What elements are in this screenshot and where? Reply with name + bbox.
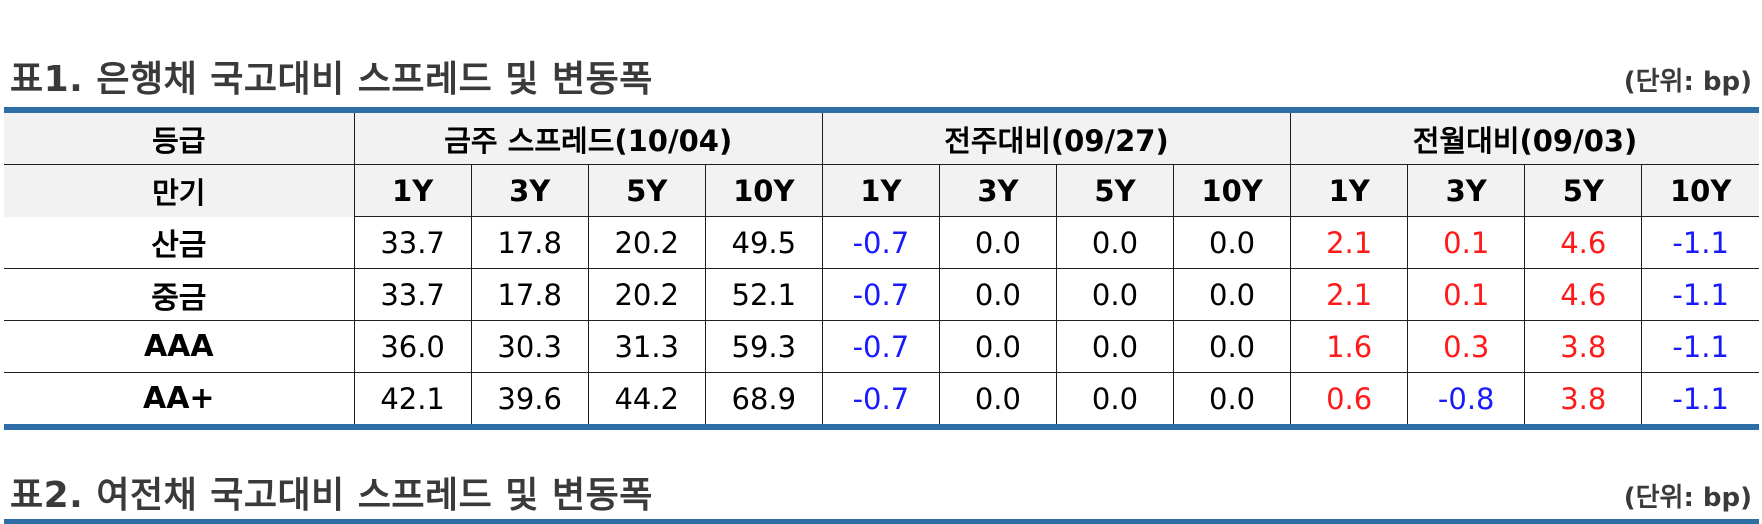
table-cell: 0.0 [1173,372,1292,424]
table-cell: 0.0 [1173,216,1292,269]
maturity-col: 1Y [821,164,940,217]
table-cell: 39.6 [470,372,589,424]
table-cell: 30.3 [470,320,589,373]
table-cell: 49.5 [704,216,823,269]
maturity-col: 10Y [704,164,823,217]
table-cell: 68.9 [704,372,823,424]
table-cell: -0.7 [821,372,940,424]
table-cell: 3.8 [1524,320,1643,373]
table2-title: 표2. 여전채 국고대비 스프레드 및 변동폭 [10,475,653,516]
table-cell: 4.6 [1524,268,1643,321]
row-grade: AA+ [4,372,355,424]
table-cell: 0.0 [1055,372,1175,424]
table-cell: 0.0 [938,372,1057,424]
group-header-week: 전주대비(09/27) [821,113,1292,165]
table-cell: 20.2 [587,268,706,321]
maturity-col: 1Y [353,164,472,217]
table-cell: 33.7 [353,216,472,269]
maturity-col: 1Y [1290,164,1409,217]
maturity-col: 5Y [587,164,706,217]
table-cell: 17.8 [470,268,589,321]
table1-unit: (단위: bp) [1623,67,1752,97]
table-cell: 42.1 [353,372,472,424]
table2-title-row: 표2. 여전채 국고대비 스프레드 및 변동폭 (단위: bp) [10,472,1752,518]
group-header-current: 금주 스프레드(10/04) [353,113,823,165]
maturity-header-row: 만기 1Y 3Y 5Y 10Y 1Y 3Y 5Y 10Y 1Y 3Y 5Y 10… [4,164,1759,217]
table-cell: 0.0 [1055,216,1175,269]
table-cell: 0.0 [938,320,1057,373]
spread-table: 등급 금주 스프레드(10/04) 전주대비(09/27) 전월대비(09/03… [4,113,1759,424]
table-cell: 0.3 [1407,320,1526,373]
maturity-col: 3Y [470,164,589,217]
table-cell: 0.6 [1290,372,1409,424]
table-cell: 0.0 [1173,320,1292,373]
table-cell: 0.0 [1055,268,1175,321]
table-cell: 2.1 [1290,268,1409,321]
table-cell: 17.8 [470,216,589,269]
table-row: 산금 33.7 17.8 20.2 49.5 -0.7 0.0 0.0 0.0 … [4,216,1759,269]
table-cell: -0.7 [821,216,940,269]
table-cell: 0.1 [1407,216,1526,269]
maturity-col: 3Y [1407,164,1526,217]
table-cell: 0.0 [1173,268,1292,321]
group-header-month: 전월대비(09/03) [1290,113,1759,165]
maturity-header: 만기 [4,164,355,217]
table1-title-row: 표1. 은행채 국고대비 스프레드 및 변동폭 (단위: bp) [10,56,1752,102]
table2-top-rule [4,519,1759,524]
table-cell: 59.3 [704,320,823,373]
table-cell: -1.1 [1641,216,1759,269]
table-row: AA+ 42.1 39.6 44.2 68.9 -0.7 0.0 0.0 0.0… [4,372,1759,424]
table1-container: 등급 금주 스프레드(10/04) 전주대비(09/27) 전월대비(09/03… [4,107,1759,430]
table-cell: -0.7 [821,268,940,321]
maturity-col: 3Y [938,164,1057,217]
row-grade: 중금 [4,268,355,321]
table-row: AAA 36.0 30.3 31.3 59.3 -0.7 0.0 0.0 0.0… [4,320,1759,373]
maturity-col: 10Y [1641,164,1759,217]
table-cell: 31.3 [587,320,706,373]
table1-title: 표1. 은행채 국고대비 스프레드 및 변동폭 [10,59,653,100]
table-cell: 44.2 [587,372,706,424]
group-header-row: 등급 금주 스프레드(10/04) 전주대비(09/27) 전월대비(09/03… [4,113,1759,165]
table-cell: 2.1 [1290,216,1409,269]
table-cell: -0.8 [1407,372,1526,424]
row-grade: 산금 [4,216,355,269]
table-row: 중금 33.7 17.8 20.2 52.1 -0.7 0.0 0.0 0.0 … [4,268,1759,321]
table-cell: 3.8 [1524,372,1643,424]
table-cell: 52.1 [704,268,823,321]
table-cell: 4.6 [1524,216,1643,269]
table-cell: -1.1 [1641,320,1759,373]
maturity-col: 5Y [1055,164,1175,217]
table-cell: -0.7 [821,320,940,373]
table-cell: 0.0 [1055,320,1175,373]
maturity-col: 10Y [1173,164,1292,217]
table-cell: -1.1 [1641,268,1759,321]
table-cell: -1.1 [1641,372,1759,424]
table-cell: 0.0 [938,268,1057,321]
maturity-col: 5Y [1524,164,1643,217]
table-cell: 0.1 [1407,268,1526,321]
grade-header: 등급 [4,113,355,165]
table-cell: 36.0 [353,320,472,373]
table-cell: 1.6 [1290,320,1409,373]
table2-unit: (단위: bp) [1623,483,1752,513]
table-cell: 0.0 [938,216,1057,269]
table-body: 산금 33.7 17.8 20.2 49.5 -0.7 0.0 0.0 0.0 … [4,216,1759,424]
row-grade: AAA [4,320,355,373]
table-cell: 20.2 [587,216,706,269]
table-cell: 33.7 [353,268,472,321]
